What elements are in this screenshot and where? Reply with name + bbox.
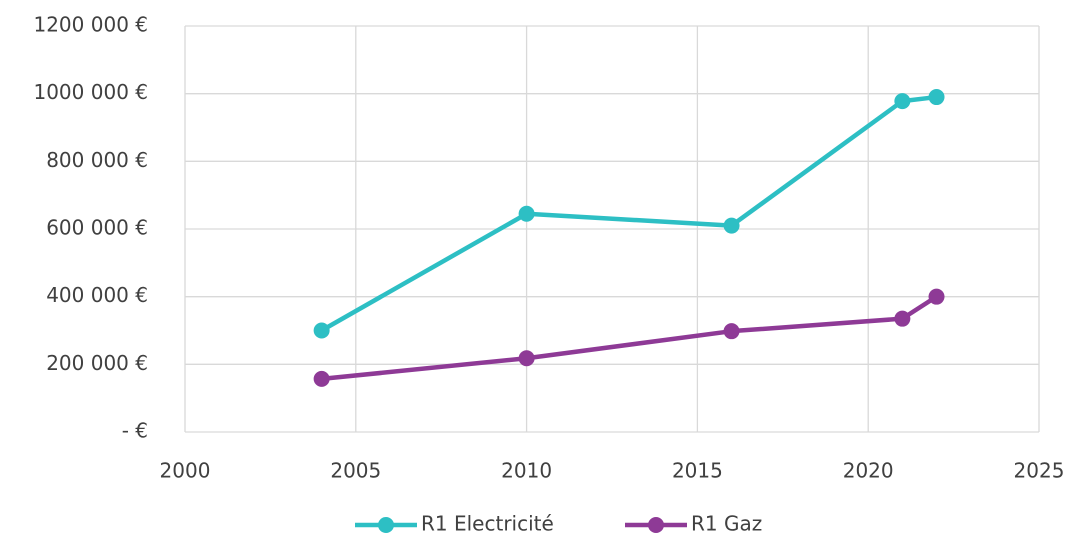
series-line	[320, 94, 937, 333]
legend-marker	[378, 517, 394, 533]
x-tick-label: 2000	[160, 459, 211, 483]
data-point	[928, 89, 945, 106]
data-point	[313, 370, 330, 387]
series-line	[321, 294, 938, 382]
data-point	[518, 350, 535, 367]
data-point	[723, 217, 740, 234]
y-tick-label: 1200 000 €	[33, 13, 148, 37]
x-tick-label: 2005	[330, 459, 381, 483]
data-point	[723, 323, 740, 340]
data-point	[894, 93, 911, 110]
data-point	[518, 205, 535, 222]
data-point	[894, 310, 911, 327]
legend-marker	[648, 517, 664, 533]
y-tick-label: - €	[122, 419, 148, 443]
data-point	[928, 288, 945, 305]
y-tick-label: 800 000 €	[46, 148, 148, 172]
x-tick-label: 2015	[672, 459, 723, 483]
y-tick-label: 200 000 €	[46, 351, 148, 375]
x-tick-label: 2010	[501, 459, 552, 483]
legend-label: R1 Electricité	[421, 512, 554, 536]
y-tick-label: 1000 000 €	[33, 80, 148, 104]
legend-label: R1 Gaz	[691, 512, 762, 536]
y-tick-label: 400 000 €	[46, 283, 148, 307]
data-point	[313, 322, 330, 339]
y-tick-label: 600 000 €	[46, 216, 148, 240]
x-tick-label: 2025	[1014, 459, 1065, 483]
x-tick-label: 2020	[843, 459, 894, 483]
